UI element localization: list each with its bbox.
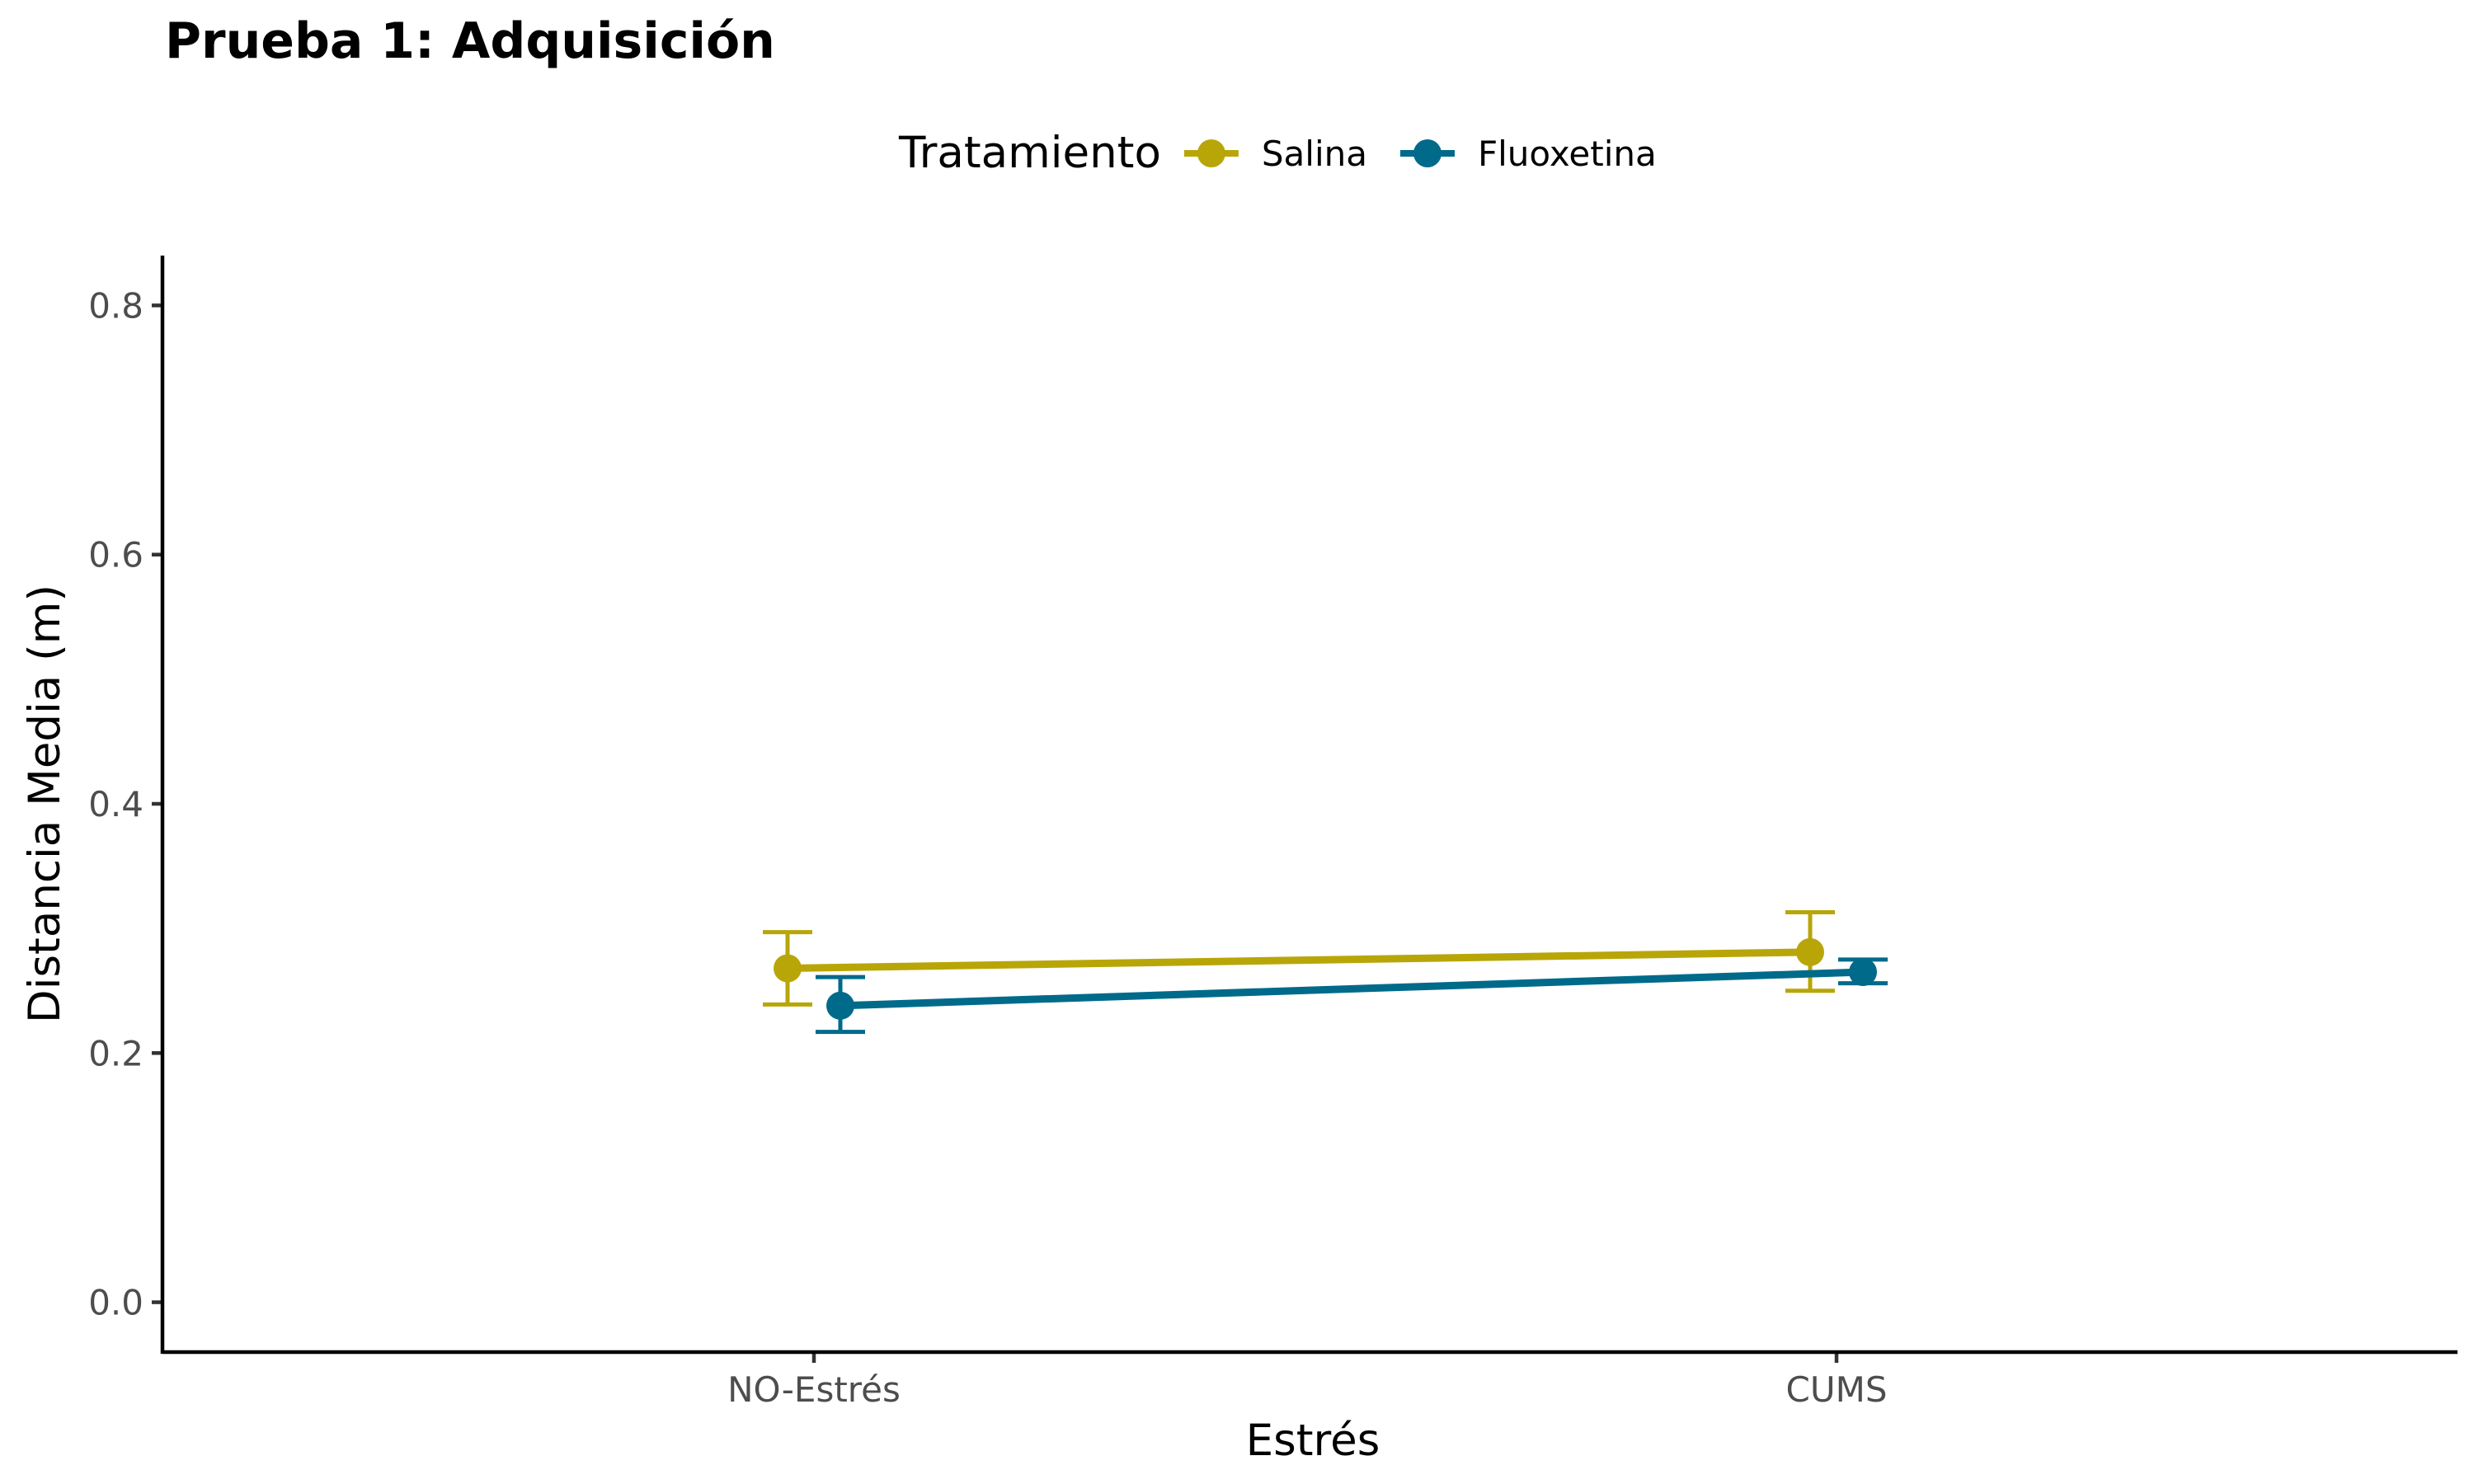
y-axis-title: Distancia Media (m) (20, 585, 70, 1023)
legend-label: Fluoxetina (1478, 134, 1657, 174)
legend-label: Salina (1262, 134, 1367, 174)
series-salina (763, 909, 1835, 1007)
data-point (774, 954, 802, 983)
y-axis-ticks: 0.0 0.2 0.4 0.6 0.8 (88, 285, 162, 1323)
x-tick-label: CUMS (1786, 1369, 1888, 1410)
legend-item-salina: Salina (1183, 134, 1367, 174)
data-point (1849, 958, 1877, 987)
legend-key-point (1197, 139, 1225, 167)
x-axis-title: Estrés (1246, 1416, 1380, 1466)
chart-title: Prueba 1: Adquisición (165, 12, 775, 70)
legend-key-point (1413, 139, 1442, 167)
x-tick-label: NO-Estrés (727, 1369, 901, 1410)
legend-title: Tratamiento (898, 128, 1161, 178)
series-line (840, 968, 1864, 1010)
y-tick-label: 0.4 (88, 784, 143, 824)
series-fluoxetina (816, 957, 1888, 1035)
series-line (787, 948, 1811, 972)
legend: Tratamiento Salina Fluoxetina (898, 128, 1657, 178)
y-tick-label: 0.2 (88, 1033, 143, 1073)
y-tick-label: 0.8 (88, 285, 143, 326)
data-point (826, 991, 854, 1020)
data-point (1796, 937, 1824, 966)
y-tick-label: 0.0 (88, 1283, 143, 1323)
y-tick-label: 0.6 (88, 535, 143, 575)
x-axis-ticks: NO-Estrés CUMS (727, 1352, 1887, 1410)
plot-series (763, 909, 1888, 1035)
legend-item-fluoxetina: Fluoxetina (1399, 134, 1657, 174)
